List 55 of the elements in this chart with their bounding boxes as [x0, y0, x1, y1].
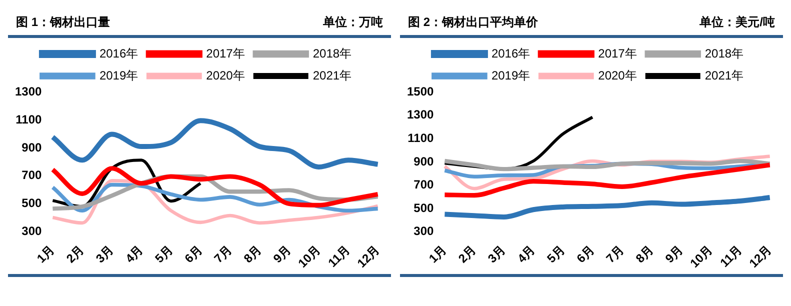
- y-tick-label: 1500: [406, 84, 434, 98]
- x-tick-label: 8月: [632, 242, 656, 266]
- chart-subtitle: 单位：万吨: [323, 14, 383, 31]
- legend-label: 2016年: [99, 46, 138, 60]
- x-tick-label: 11月: [717, 242, 745, 270]
- x-tick-label: 3月: [485, 242, 508, 266]
- x-tick-label: 3月: [93, 242, 116, 266]
- y-tick-label: 1300: [14, 84, 42, 98]
- legend-label: 2021年: [704, 68, 744, 82]
- y-tick-label: 1300: [406, 108, 434, 122]
- x-tick-label: 9月: [662, 242, 686, 266]
- x-tick-label: 10月: [295, 242, 324, 270]
- x-tick-label: 6月: [182, 242, 205, 266]
- x-tick-label: 2月: [456, 242, 479, 266]
- x-tick-label: 1月: [426, 242, 450, 266]
- x-tick-label: 6月: [574, 242, 597, 266]
- y-tick-label: 300: [22, 224, 42, 238]
- chart-title: 图 2：钢材出口平均单价: [408, 14, 538, 31]
- y-tick-label: 700: [414, 178, 434, 192]
- x-tick-label: 4月: [122, 242, 146, 266]
- legend-label: 2020年: [598, 68, 637, 82]
- x-tick-label: 5月: [152, 242, 176, 266]
- legend-label: 2021年: [312, 68, 352, 82]
- legend-label: 2020年: [206, 68, 245, 82]
- chart-subtitle: 单位：美元/吨: [700, 14, 775, 31]
- y-tick-label: 500: [22, 196, 42, 210]
- legend-label: 2018年: [312, 46, 352, 60]
- x-tick-label: 7月: [603, 242, 626, 266]
- legend-label: 2018年: [704, 46, 744, 60]
- legend-label: 2017年: [598, 46, 637, 60]
- chart-title: 图 1：钢材出口量: [16, 14, 110, 31]
- x-tick-label: 7月: [211, 242, 234, 266]
- y-tick-label: 1100: [16, 112, 42, 126]
- x-tick-label: 9月: [270, 242, 294, 266]
- x-tick-label: 1月: [34, 242, 58, 266]
- y-tick-label: 900: [22, 140, 42, 154]
- x-tick-label: 11月: [325, 242, 353, 270]
- legend-label: 2019年: [99, 68, 138, 82]
- line-series: [442, 158, 772, 172]
- x-tick-label: 10月: [687, 242, 716, 270]
- x-tick-label: 12月: [354, 242, 382, 270]
- legend-label: 2017年: [206, 46, 245, 60]
- legend-label: 2016年: [491, 46, 530, 60]
- y-tick-label: 300: [414, 224, 434, 238]
- x-tick-label: 8月: [240, 242, 264, 266]
- legend-label: 2019年: [491, 68, 530, 82]
- y-tick-label: 500: [414, 200, 434, 215]
- x-tick-label: 4月: [514, 242, 538, 266]
- y-tick-label: 900: [414, 154, 434, 168]
- x-tick-label: 12月: [746, 242, 774, 270]
- x-tick-label: 2月: [64, 242, 87, 266]
- y-tick-label: 700: [22, 168, 42, 182]
- line-series: [50, 166, 380, 208]
- y-tick-label: 1100: [408, 130, 434, 145]
- x-tick-label: 5月: [544, 242, 568, 266]
